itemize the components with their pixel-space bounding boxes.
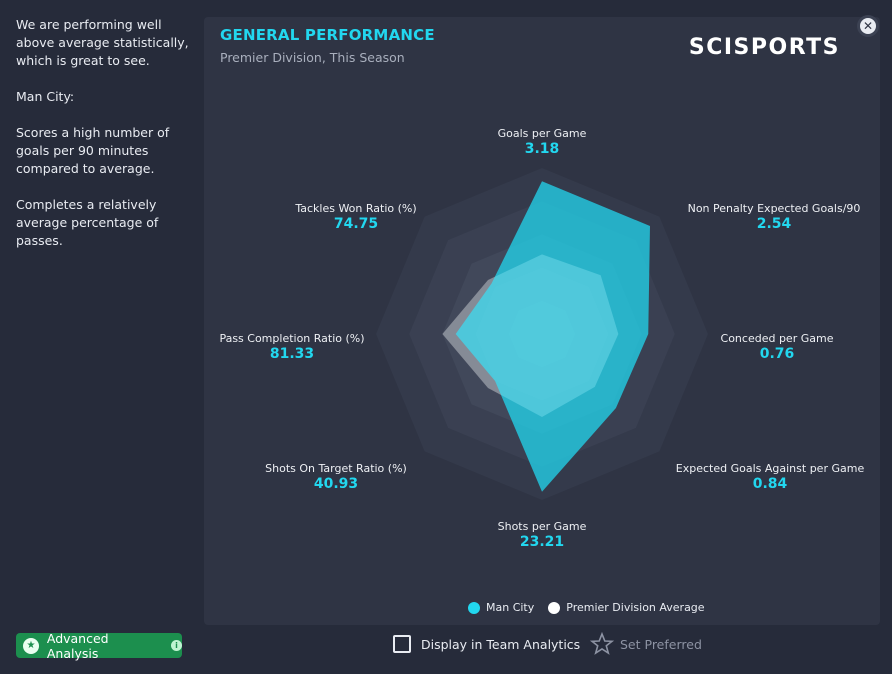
axis-value: 0.76 <box>759 346 795 362</box>
left-panel: We are performing well above average sta… <box>0 0 202 674</box>
info-icon[interactable]: i <box>171 640 182 651</box>
axis-label: Expected Goals Against per Game 0.84 <box>676 462 864 492</box>
axis-name: Non Penalty Expected Goals/90 <box>687 202 861 215</box>
summary-text: We are performing well above average sta… <box>16 16 200 268</box>
set-preferred-label: Set Preferred <box>620 636 702 652</box>
axis-label: Non Penalty Expected Goals/90 2.54 <box>688 202 861 232</box>
axis-value: 74.75 <box>333 216 379 232</box>
axis-label: Conceded per Game 0.76 <box>721 332 834 362</box>
axis-name: Goals per Game <box>497 127 587 140</box>
legend-swatch <box>548 601 561 614</box>
axis-value: 23.21 <box>519 534 565 550</box>
axis-value: 2.54 <box>756 216 792 232</box>
summary-team: Man City: <box>16 89 75 104</box>
axis-name: Pass Completion Ratio (%) <box>219 332 365 345</box>
summary-paragraph: We are performing well above average sta… <box>16 17 189 68</box>
axis-label: Pass Completion Ratio (%) 81.33 <box>219 332 364 362</box>
axis-name: Expected Goals Against per Game <box>675 462 865 475</box>
brand-logo: SCISPORTS <box>688 35 840 60</box>
checkbox[interactable] <box>393 635 411 653</box>
axis-label: Shots per Game 23.21 <box>498 520 587 550</box>
advanced-analysis-label: Advanced Analysis <box>46 630 109 661</box>
axis-name: Conceded per Game <box>720 332 834 345</box>
axis-value: 40.93 <box>313 476 359 492</box>
legend-item-average: Premier Division Average <box>548 601 705 614</box>
legend-swatch <box>468 601 480 614</box>
axis-label: Goals per Game 3.18 <box>498 127 587 157</box>
series-average-overlay <box>442 254 619 417</box>
axis-name: Shots On Target Ratio (%) <box>265 462 407 475</box>
series-man-city <box>455 181 650 492</box>
star-outline-icon <box>590 632 614 655</box>
radar-chart <box>376 168 708 500</box>
axis-value: 81.33 <box>269 346 315 362</box>
display-in-team-analytics-toggle[interactable]: Display in Team Analytics <box>393 635 580 653</box>
star-icon: ★ <box>23 637 39 654</box>
close-icon: ✕ <box>860 18 876 34</box>
axis-value: 3.18 <box>524 141 560 157</box>
legend-label: Premier Division Average <box>566 601 705 614</box>
axis-name: Tackles Won Ratio (%) <box>295 202 417 215</box>
card-subtitle: Premier Division, This Season <box>220 50 405 65</box>
card-title: GENERAL PERFORMANCE <box>220 26 435 44</box>
set-preferred-button[interactable]: Set Preferred <box>590 632 702 656</box>
performance-card: GENERAL PERFORMANCE Premier Division, Th… <box>204 17 880 625</box>
summary-paragraph: Completes a relatively average percentag… <box>16 197 159 248</box>
legend-label: Man City <box>486 601 535 614</box>
chart-legend: Man City Premier Division Average <box>468 601 713 614</box>
axis-label: Tackles Won Ratio (%) 74.75 <box>295 202 416 232</box>
checkbox-label: Display in Team Analytics <box>421 636 581 652</box>
legend-item-man-city: Man City <box>468 601 534 614</box>
advanced-analysis-button[interactable]: ★ Advanced Analysis i <box>16 630 182 661</box>
axis-label: Shots On Target Ratio (%) 40.93 <box>265 462 407 492</box>
close-button[interactable]: ✕ <box>857 15 879 37</box>
summary-paragraph: Scores a high number of goals per 90 min… <box>16 125 170 176</box>
axis-value: 0.84 <box>752 476 788 492</box>
axis-name: Shots per Game <box>497 520 587 533</box>
